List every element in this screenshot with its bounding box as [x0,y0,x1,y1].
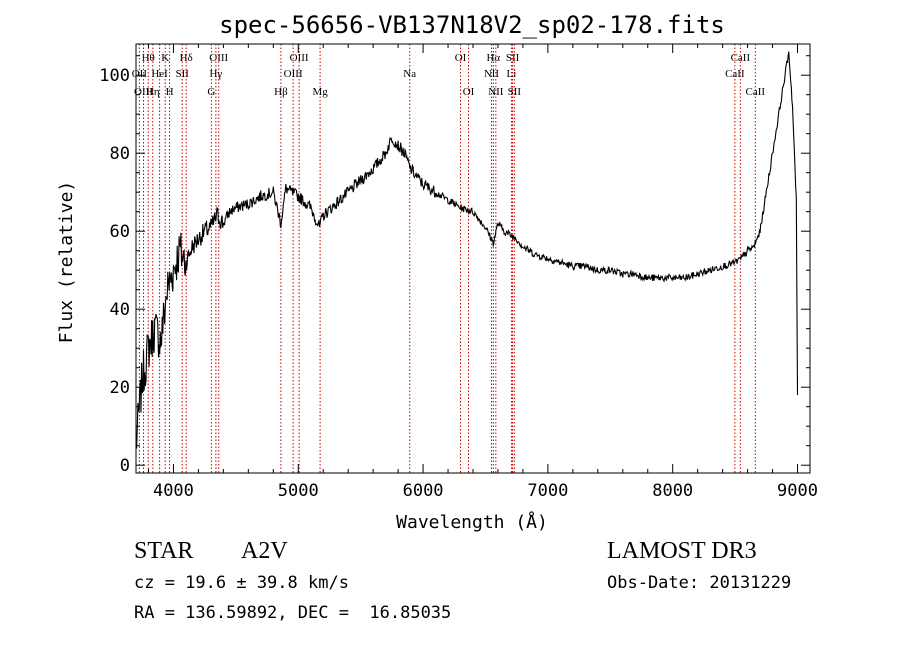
line-label-19: Hα [486,52,500,64]
x-tick-label-3: 7000 [527,481,568,501]
chart-title: spec-56656-VB137N18V2_sp02-178.fits [219,11,725,39]
line-label-22: SII [506,52,520,64]
x-tick-label-4: 8000 [652,481,693,501]
line-label-9: OIII [209,52,228,64]
line-label-11: G [207,86,215,98]
survey-release: LAMOST DR3 [607,538,757,564]
line-label-0: Hθ [142,52,155,64]
line-label-6: H [166,86,174,98]
y-axis-label: Flux (relative) [56,181,77,344]
line-label-17: OI [455,52,467,64]
x-tick-label-5: 9000 [777,481,818,501]
observation-date: Obs-Date: 20131229 [607,573,792,593]
sky-coordinates: RA = 136.59892, DEC = 16.85035 [134,603,452,623]
line-label-3: Hη [146,86,160,98]
line-label-15: Mg [312,86,328,98]
line-label-13: OIII [290,52,309,64]
spectrum-series-line [135,51,799,449]
line-label-23: Li [507,68,517,80]
y-tick-label-4: 80 [110,144,130,164]
y-tick-label-2: 40 [110,300,130,320]
x-axis-label: Wavelength (Å) [396,511,548,533]
line-label-21: NII [488,86,504,98]
line-label-27: CaII [746,86,766,98]
line-label-1: OII [132,68,148,80]
line-label-26: CaII [725,68,745,80]
line-label-10: Hγ [209,68,222,80]
y-tick-label-3: 60 [110,222,130,242]
line-label-8: Hδ [180,52,193,64]
line-label-14: OIII [284,68,303,80]
line-label-4: K [161,52,169,64]
line-label-5: HeI [151,68,168,80]
redshift-cz: cz = 19.6 ± 39.8 km/s [134,573,349,593]
y-tick-label-1: 20 [110,378,130,398]
x-tick-label-2: 6000 [403,481,444,501]
line-label-18: OI [463,86,475,98]
line-label-16: Na [403,68,416,80]
object-class: STAR [134,538,194,564]
line-label-12: Hβ [274,86,288,98]
x-tick-label-1: 5000 [278,481,319,501]
y-tick-label-0: 0 [120,456,130,476]
line-label-24: SII [508,86,522,98]
plot-frame [135,43,811,474]
y-tick-label-5: 100 [99,66,130,86]
axes: 4000 5000 6000 7000 8000 9000 0 20 40 60 80 100 [99,44,818,501]
x-tick-label-0: 4000 [153,481,194,501]
line-label-7: SII [175,68,189,80]
line-label-20: NII [484,68,500,80]
object-subclass: A2V [241,538,288,564]
line-label-25: CaII [731,52,751,64]
